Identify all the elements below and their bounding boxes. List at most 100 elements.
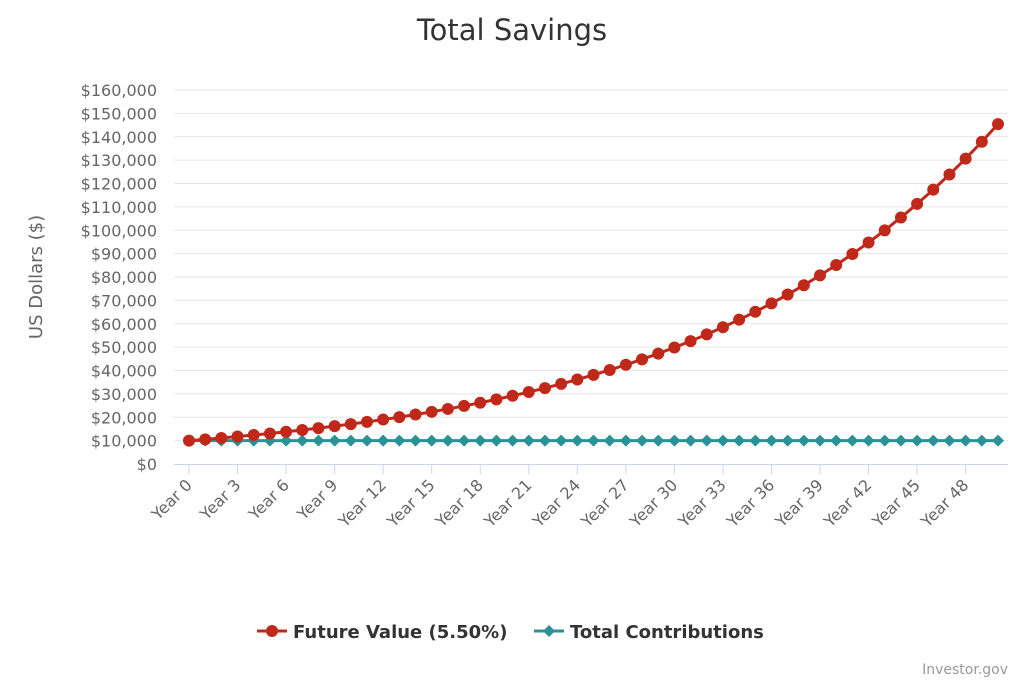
data-point[interactable]: [522, 434, 535, 447]
data-point[interactable]: [490, 434, 503, 447]
data-point[interactable]: [441, 402, 454, 415]
data-point[interactable]: [878, 224, 891, 237]
data-point[interactable]: [247, 429, 260, 442]
data-point[interactable]: [846, 248, 859, 261]
data-point[interactable]: [765, 434, 778, 447]
data-point[interactable]: [506, 434, 519, 447]
data-point[interactable]: [296, 423, 309, 436]
data-point[interactable]: [538, 434, 551, 447]
data-point[interactable]: [668, 434, 681, 447]
data-point[interactable]: [797, 279, 810, 292]
data-point[interactable]: [959, 434, 972, 447]
data-point[interactable]: [474, 434, 487, 447]
data-point[interactable]: [263, 427, 276, 440]
data-point[interactable]: [652, 434, 665, 447]
data-point[interactable]: [328, 434, 341, 447]
data-point[interactable]: [409, 434, 422, 447]
data-point[interactable]: [409, 408, 422, 421]
data-point[interactable]: [377, 413, 390, 426]
legend-item-total-contributions[interactable]: Total Contributions: [534, 622, 764, 643]
legend-item-future-value[interactable]: Future Value (5.50%): [257, 622, 507, 643]
data-point[interactable]: [231, 430, 244, 443]
data-point[interactable]: [992, 118, 1004, 131]
data-point[interactable]: [538, 382, 551, 395]
data-point[interactable]: [927, 183, 940, 196]
data-point[interactable]: [571, 373, 584, 386]
data-point[interactable]: [280, 425, 293, 438]
data-point[interactable]: [425, 434, 438, 447]
data-point[interactable]: [636, 353, 649, 366]
data-point[interactable]: [700, 328, 713, 341]
data-point[interactable]: [506, 389, 519, 402]
data-point[interactable]: [490, 393, 503, 406]
data-point[interactable]: [911, 197, 924, 210]
data-point[interactable]: [781, 288, 794, 301]
data-point[interactable]: [733, 313, 746, 326]
data-point[interactable]: [312, 422, 325, 435]
data-point[interactable]: [474, 396, 487, 409]
data-point[interactable]: [846, 434, 859, 447]
data-point[interactable]: [312, 434, 325, 447]
data-point[interactable]: [441, 434, 454, 447]
data-point[interactable]: [700, 434, 713, 447]
data-point[interactable]: [522, 386, 535, 399]
data-point[interactable]: [765, 297, 778, 310]
data-point[interactable]: [749, 305, 762, 318]
data-point[interactable]: [830, 259, 843, 272]
data-point[interactable]: [894, 434, 907, 447]
data-point[interactable]: [215, 431, 228, 444]
data-point[interactable]: [603, 434, 616, 447]
data-point[interactable]: [555, 434, 568, 447]
data-point[interactable]: [555, 377, 568, 390]
series-future-value[interactable]: [183, 118, 1004, 447]
data-point[interactable]: [393, 434, 406, 447]
data-point[interactable]: [603, 363, 616, 376]
data-point[interactable]: [587, 434, 600, 447]
data-point[interactable]: [684, 434, 697, 447]
data-point[interactable]: [360, 434, 373, 447]
legend[interactable]: Future Value (5.50%) Total Contributions: [257, 622, 764, 643]
data-point[interactable]: [377, 434, 390, 447]
data-point[interactable]: [733, 434, 746, 447]
data-point[interactable]: [328, 420, 341, 433]
data-point[interactable]: [862, 434, 875, 447]
data-point[interactable]: [975, 135, 988, 148]
data-point[interactable]: [814, 269, 827, 282]
data-point[interactable]: [684, 335, 697, 348]
data-point[interactable]: [959, 152, 972, 165]
data-point[interactable]: [830, 434, 843, 447]
data-point[interactable]: [360, 415, 373, 428]
data-point[interactable]: [781, 434, 794, 447]
data-point[interactable]: [183, 434, 195, 447]
data-point[interactable]: [911, 434, 924, 447]
data-point[interactable]: [716, 321, 729, 334]
credits-link[interactable]: Investor.gov: [922, 662, 1008, 678]
data-point[interactable]: [393, 411, 406, 424]
data-point[interactable]: [344, 434, 357, 447]
data-point[interactable]: [894, 211, 907, 224]
data-point[interactable]: [716, 434, 729, 447]
data-point[interactable]: [927, 434, 940, 447]
data-point[interactable]: [814, 434, 827, 447]
data-point[interactable]: [943, 434, 956, 447]
data-point[interactable]: [749, 434, 762, 447]
data-point[interactable]: [458, 434, 471, 447]
data-point[interactable]: [280, 434, 293, 447]
data-point[interactable]: [652, 347, 665, 360]
data-point[interactable]: [636, 434, 649, 447]
data-point[interactable]: [619, 358, 632, 371]
data-point[interactable]: [571, 434, 584, 447]
data-point[interactable]: [199, 433, 212, 446]
data-point[interactable]: [943, 168, 956, 181]
data-point[interactable]: [587, 368, 600, 381]
data-point[interactable]: [992, 434, 1004, 447]
data-point[interactable]: [425, 405, 438, 418]
data-point[interactable]: [797, 434, 810, 447]
data-point[interactable]: [975, 434, 988, 447]
data-point[interactable]: [862, 236, 875, 249]
data-point[interactable]: [458, 399, 471, 412]
data-point[interactable]: [296, 434, 309, 447]
data-point[interactable]: [619, 434, 632, 447]
data-point[interactable]: [668, 341, 681, 354]
data-point[interactable]: [344, 418, 357, 431]
